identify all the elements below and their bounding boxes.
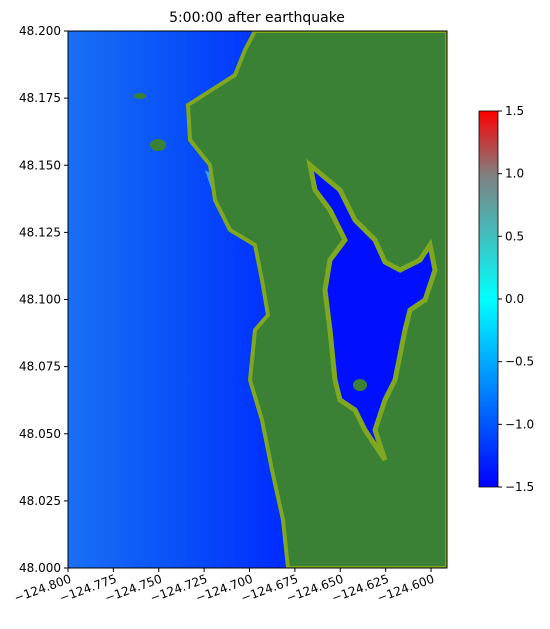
y-tick-label: 48.175 (19, 91, 61, 105)
y-tick-label: 48.200 (19, 24, 61, 38)
colorbar (478, 110, 499, 488)
y-tick-label: 48.000 (19, 561, 61, 575)
island (150, 139, 166, 151)
y-tick-label: 48.100 (19, 293, 61, 307)
colorbar-tick-label: −1.5 (505, 480, 534, 494)
map-image (68, 31, 447, 568)
colorbar-tick-label: 0.5 (505, 229, 524, 243)
land (185, 31, 447, 568)
chart-title: 5:00:00 after earthquake (169, 10, 345, 26)
colorbar-tick-label: −1.0 (505, 417, 534, 431)
colorbar-tick-label: 1.5 (505, 104, 524, 118)
y-tick-label: 48.025 (19, 494, 61, 508)
y-tick-label: 48.075 (19, 360, 61, 374)
colorbar-tick-label: 0.0 (505, 292, 524, 306)
island (134, 93, 146, 99)
y-tick-label: 48.050 (19, 427, 61, 441)
y-tick-label: 48.150 (19, 158, 61, 172)
bay (306, 158, 438, 462)
y-tick-label: 48.125 (19, 225, 61, 239)
colorbar-tick-label: −0.5 (505, 355, 534, 369)
colorbar-tick-label: 1.0 (505, 167, 524, 181)
island (353, 379, 367, 391)
